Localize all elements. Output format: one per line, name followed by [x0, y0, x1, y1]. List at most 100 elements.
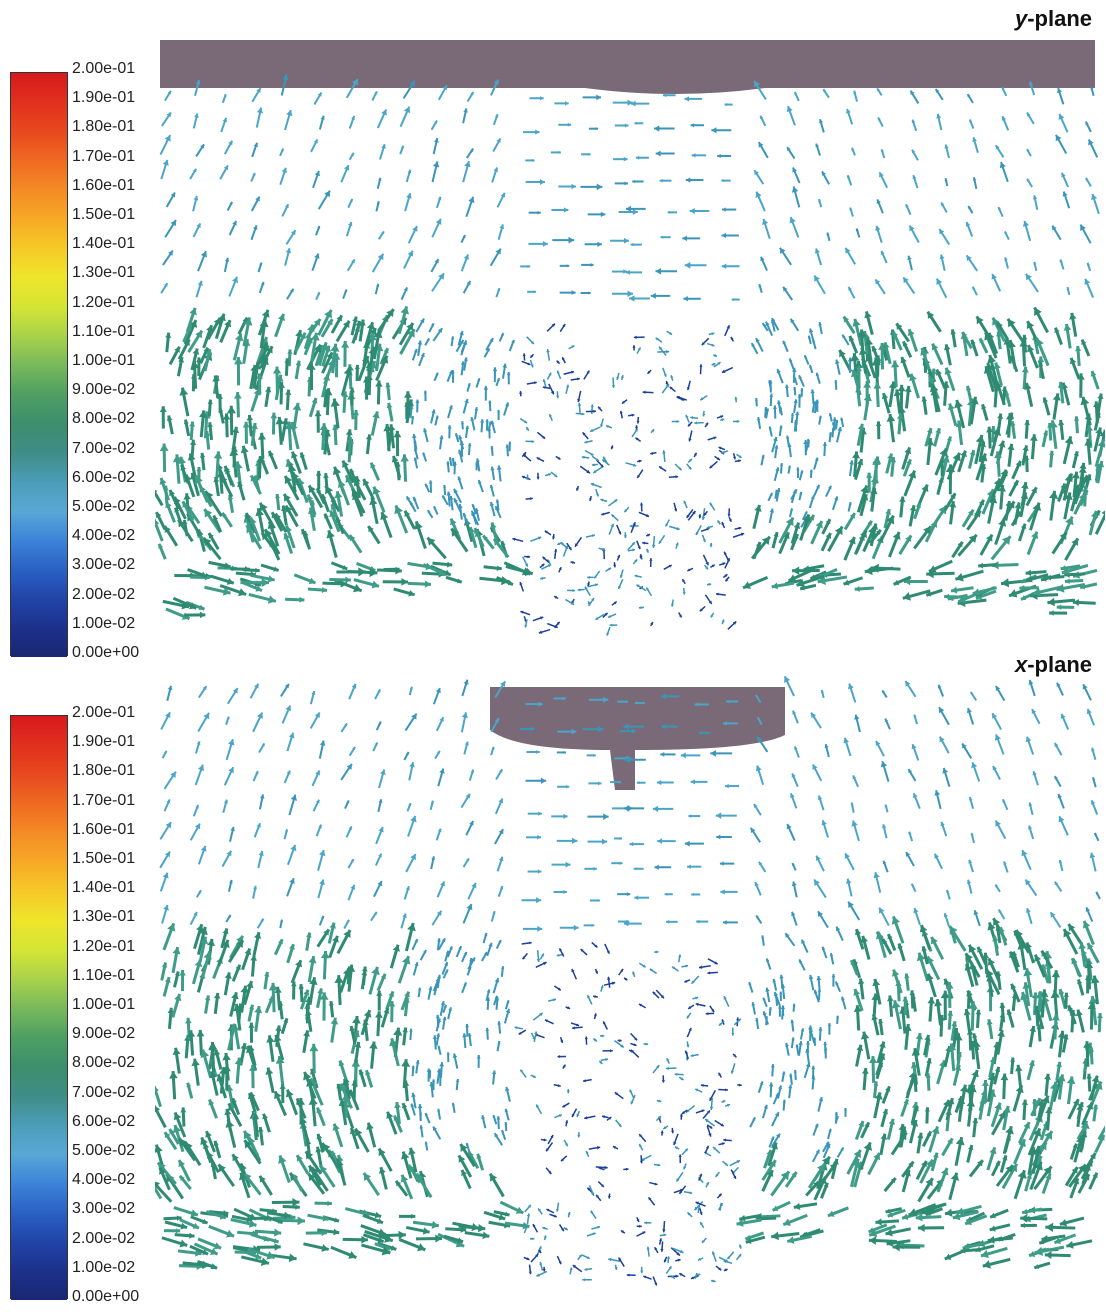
- velocity-vector-head: [234, 356, 243, 365]
- velocity-vector-head: [402, 1027, 408, 1033]
- velocity-vector-head: [877, 88, 880, 92]
- velocity-vector-head: [259, 262, 263, 266]
- velocity-vector-head: [870, 487, 878, 495]
- velocity-vector-head: [1088, 996, 1098, 1005]
- colorbar-band: [11, 627, 67, 657]
- velocity-vector-head: [1095, 466, 1101, 471]
- velocity-vector-head: [341, 1079, 350, 1087]
- velocity-vector-head: [155, 512, 162, 518]
- velocity-vector-head: [334, 1217, 340, 1223]
- velocity-vector-head: [1090, 800, 1096, 805]
- velocity-vector-head: [572, 588, 576, 593]
- velocity-vector-head: [1044, 1073, 1051, 1080]
- velocity-vector-head: [1060, 713, 1066, 719]
- velocity-vector-head: [911, 119, 916, 124]
- velocity-vector-head: [629, 295, 635, 302]
- velocity-vector-head: [501, 966, 505, 970]
- velocity-vector-head: [435, 1014, 440, 1019]
- velocity-vector-head: [378, 1148, 386, 1157]
- velocity-vector-head: [782, 340, 787, 345]
- velocity-vector-head: [818, 119, 824, 124]
- velocity-vector-head: [167, 1007, 175, 1014]
- velocity-vector-head: [670, 603, 674, 607]
- velocity-vector-head: [930, 936, 938, 945]
- velocity-vector-head: [945, 981, 954, 989]
- velocity-vector-head: [938, 505, 947, 515]
- velocity-vector-head: [687, 864, 691, 869]
- colorbar-band: [11, 73, 67, 103]
- velocity-vector-head: [796, 578, 806, 588]
- velocity-vector-head: [568, 547, 572, 551]
- velocity-vector-head: [432, 161, 440, 168]
- velocity-vector-head: [204, 431, 211, 437]
- velocity-vector-head: [408, 803, 412, 807]
- velocity-vector-head: [817, 795, 823, 801]
- velocity-vector-head: [341, 1093, 350, 1101]
- velocity-vector-head: [436, 1068, 442, 1073]
- velocity-vector-head: [1061, 566, 1070, 576]
- velocity-vector-head: [358, 1069, 365, 1075]
- velocity-vector-head: [428, 986, 433, 991]
- velocity-vector-head: [200, 144, 205, 149]
- velocity-vector-head: [755, 694, 759, 698]
- velocity-vector-head: [359, 319, 366, 326]
- velocity-vector-head: [942, 767, 949, 774]
- velocity-vector-head: [721, 263, 727, 270]
- velocity-vector-head: [193, 911, 198, 917]
- colorbar-band: [11, 1153, 67, 1183]
- velocity-vector-head: [864, 566, 873, 576]
- velocity-vector-head: [179, 387, 189, 396]
- velocity-vector-head: [323, 929, 329, 936]
- colorbar-tick-label: 1.90e-01: [72, 89, 136, 107]
- velocity-vector-head: [624, 509, 628, 513]
- velocity-vector-head: [634, 574, 638, 578]
- velocity-vector-head: [446, 561, 453, 568]
- velocity-vector-head: [1090, 371, 1097, 377]
- velocity-vector-head: [828, 485, 832, 490]
- velocity-vector-head: [1032, 587, 1042, 597]
- velocity-vector-head: [717, 362, 721, 365]
- velocity-vector-head: [904, 385, 912, 393]
- velocity-vector-head: [1045, 1173, 1052, 1180]
- velocity-vector-head: [987, 1236, 995, 1244]
- velocity-vector-head: [199, 926, 208, 936]
- velocity-vector-head: [463, 982, 467, 986]
- velocity-vector-head: [494, 1133, 499, 1138]
- velocity-vector-head: [180, 465, 187, 471]
- velocity-vector-head: [1000, 578, 1010, 588]
- velocity-vector-head: [261, 532, 269, 541]
- velocity-vector-head: [260, 918, 264, 922]
- velocity-vector-head: [317, 988, 324, 994]
- velocity-vector-head: [268, 982, 278, 991]
- velocity-vector-head: [324, 513, 329, 519]
- velocity-vector-head: [885, 515, 895, 525]
- velocity-vector-head: [530, 341, 534, 345]
- velocity-vector-head: [711, 343, 715, 347]
- velocity-vector-head: [885, 1208, 891, 1214]
- velocity-vector-head: [761, 536, 770, 545]
- velocity-vector-head: [345, 576, 351, 584]
- velocity-vector-head: [411, 415, 415, 419]
- velocity-vector-head: [200, 936, 209, 945]
- velocity-vector-head: [651, 429, 655, 433]
- velocity-vector-head: [369, 327, 377, 336]
- velocity-vector-head: [303, 531, 309, 537]
- velocity-vector-head: [694, 421, 697, 425]
- velocity-vector-head: [415, 1060, 420, 1064]
- velocity-vector-head: [470, 769, 475, 773]
- velocity-vector-head: [335, 517, 342, 523]
- velocity-vector-head: [375, 1011, 383, 1018]
- velocity-vector-head: [804, 511, 808, 515]
- velocity-vector-head: [986, 1019, 993, 1025]
- velocity-vector-head: [774, 489, 778, 493]
- velocity-vector-head: [465, 1023, 470, 1028]
- velocity-vector-head: [809, 365, 813, 369]
- velocity-vector-head: [879, 1041, 886, 1048]
- velocity-vector-head: [853, 988, 861, 996]
- velocity-vector-head: [600, 498, 604, 502]
- velocity-vector-head: [198, 410, 208, 418]
- velocity-vector-head: [793, 399, 798, 404]
- velocity-vector-head: [246, 1216, 253, 1223]
- velocity-vector-head: [723, 551, 727, 555]
- velocity-vector-head: [698, 731, 702, 735]
